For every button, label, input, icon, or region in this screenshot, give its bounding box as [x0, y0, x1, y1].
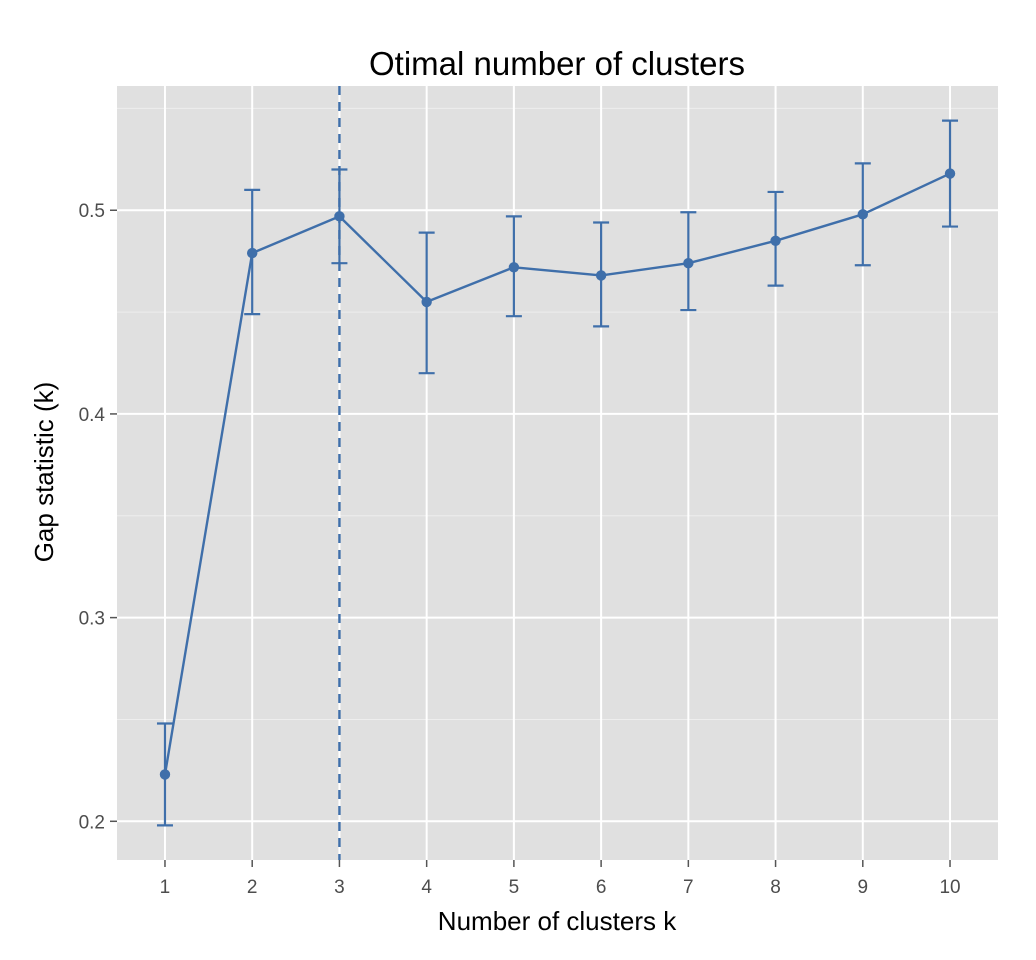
error-bars	[156, 119, 959, 827]
data-point	[334, 211, 345, 222]
plot-panel	[117, 86, 998, 860]
y-tick-label: 0.2	[79, 812, 105, 833]
data-point	[944, 168, 956, 179]
data-point	[421, 296, 432, 308]
y-tick-label: 0.5	[79, 201, 105, 222]
x-tick-label: 4	[421, 877, 432, 898]
x-tick-label: 2	[247, 877, 258, 898]
x-axis-title: Number of clusters k	[438, 906, 677, 936]
x-tick-label: 5	[509, 877, 520, 898]
data-point	[508, 262, 520, 273]
y-axis: 0.2 0.3 0.4 0.5	[79, 201, 117, 833]
data-point	[595, 270, 607, 281]
data-point	[683, 258, 694, 269]
y-axis-title: Gap statistic (k)	[29, 382, 59, 563]
x-tick-label: 1	[160, 877, 171, 898]
data-point	[247, 247, 258, 259]
data-points	[159, 168, 956, 780]
x-tick-label: 8	[770, 877, 781, 898]
chart-title: Otimal number of clusters	[369, 45, 745, 82]
x-tick-label: 7	[683, 877, 694, 898]
x-tick-label: 9	[858, 877, 869, 898]
data-point	[770, 235, 781, 246]
y-tick-label: 0.3	[79, 609, 105, 630]
x-tick-label: 6	[596, 877, 607, 898]
x-tick-label: 3	[334, 877, 345, 898]
y-tick-label: 0.4	[79, 405, 106, 426]
series-line-layer	[163, 172, 951, 775]
series-line	[163, 172, 951, 775]
minor-gridlines	[117, 107, 998, 720]
data-point	[159, 769, 171, 780]
x-axis: 1 2 3 4 5 6 7 8 9 10	[160, 860, 961, 898]
data-point	[857, 209, 868, 220]
x-tick-label: 10	[939, 877, 960, 898]
